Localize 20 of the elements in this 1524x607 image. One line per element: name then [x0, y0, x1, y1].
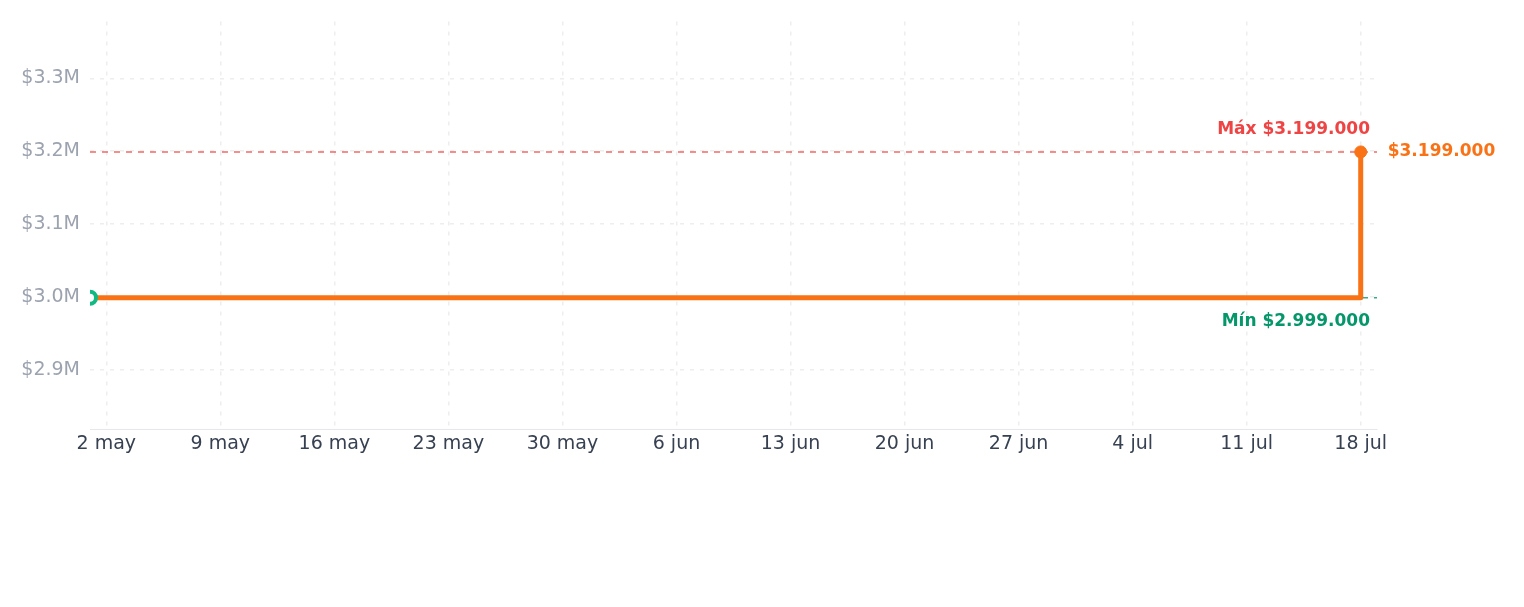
x-tick-label: 30 may: [526, 431, 599, 454]
y-tick-label: $3.0M: [21, 283, 80, 306]
x-tick-label: 6 jun: [652, 431, 701, 454]
ref-line-label: Máx $3.199.000: [1217, 117, 1371, 138]
x-tick-label: 11 jul: [1220, 431, 1274, 454]
x-tick-label: 20 jun: [874, 431, 935, 454]
y-tick-label: $3.3M: [21, 65, 80, 88]
data-label: $3.199.000: [1387, 140, 1496, 161]
y-tick-label: $3.2M: [21, 138, 80, 161]
y-tick-label: $3.1M: [21, 211, 80, 234]
x-tick-label: 16 may: [298, 431, 371, 454]
x-tick-label: 18 jul: [1334, 431, 1388, 454]
x-tick-label: 13 jun: [760, 431, 821, 454]
y-tick-label: $2.9M: [21, 356, 80, 379]
x-tick-label: 27 jun: [988, 431, 1049, 454]
ref-line-label: Mín $2.999.000: [1221, 309, 1371, 330]
x-tick-label: 2 may: [76, 431, 137, 454]
x-tick-label: 4 jul: [1112, 431, 1153, 454]
x-tick-label: 23 may: [412, 431, 485, 454]
x-tick-label: 9 may: [190, 431, 251, 454]
